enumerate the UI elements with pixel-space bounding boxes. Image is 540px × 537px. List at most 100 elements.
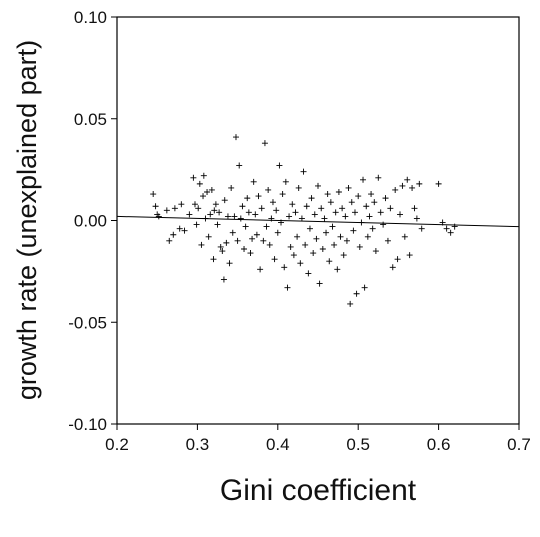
data-point — [266, 241, 273, 248]
data-point — [261, 140, 268, 147]
data-point — [392, 186, 399, 193]
data-point — [190, 174, 197, 181]
data-point — [406, 252, 413, 259]
data-point — [342, 213, 349, 220]
x-axis-title: Gini coefficient — [220, 474, 417, 507]
data-point — [274, 229, 281, 236]
x-tick-label: 0.4 — [266, 435, 290, 454]
data-point — [397, 211, 404, 218]
x-tick-label: 0.3 — [186, 435, 210, 454]
data-point — [313, 235, 320, 242]
data-point — [181, 227, 188, 234]
data-point — [232, 134, 239, 141]
data-point — [447, 229, 454, 236]
data-point — [358, 219, 365, 226]
data-point — [321, 215, 328, 222]
data-point — [253, 231, 260, 238]
data-point — [323, 229, 330, 236]
data-point — [282, 178, 289, 185]
data-point — [360, 176, 367, 183]
data-point — [345, 184, 352, 191]
data-point — [257, 266, 264, 273]
data-point — [216, 209, 223, 216]
data-point — [295, 184, 302, 191]
data-point — [356, 243, 363, 250]
data-point — [302, 241, 309, 248]
data-point — [355, 193, 362, 200]
data-point — [236, 162, 243, 169]
data-point — [284, 284, 291, 291]
data-point — [305, 270, 312, 277]
x-tick-label: 0.2 — [105, 435, 129, 454]
data-point — [163, 207, 170, 214]
data-point — [351, 209, 358, 216]
data-point — [329, 223, 336, 230]
data-point — [348, 199, 355, 206]
data-point — [451, 223, 458, 230]
data-point — [219, 248, 226, 255]
data-point — [207, 211, 214, 218]
data-point — [353, 290, 360, 297]
data-point — [176, 225, 183, 232]
data-point — [223, 239, 230, 246]
data-point — [366, 213, 373, 220]
data-point — [380, 221, 387, 228]
data-point — [200, 193, 207, 200]
data-point — [281, 264, 288, 271]
data-point — [205, 233, 212, 240]
data-point — [278, 219, 285, 226]
data-point — [195, 205, 202, 212]
data-point — [371, 199, 378, 206]
data-point — [289, 201, 296, 208]
y-tick-label: 0.05 — [74, 110, 107, 129]
data-point — [202, 215, 209, 222]
data-point — [178, 201, 185, 208]
data-point — [334, 266, 341, 273]
data-point — [294, 233, 301, 240]
data-point — [268, 215, 275, 222]
data-point — [297, 260, 304, 267]
data-point — [331, 241, 338, 248]
trend-line — [116, 215, 520, 228]
data-point — [361, 284, 368, 291]
data-point — [265, 186, 272, 193]
data-point — [204, 189, 211, 196]
data-point — [326, 258, 333, 265]
data-point — [166, 237, 173, 244]
data-point — [435, 180, 442, 187]
data-point — [252, 211, 259, 218]
data-point — [377, 209, 384, 216]
data-point — [276, 162, 283, 169]
data-point — [308, 195, 315, 202]
data-points — [150, 134, 458, 307]
data-point — [287, 243, 294, 250]
data-point — [364, 233, 371, 240]
data-point — [200, 172, 207, 179]
data-point — [210, 256, 217, 263]
data-point — [350, 227, 357, 234]
data-point — [394, 256, 401, 263]
data-point — [249, 235, 256, 242]
data-point — [363, 203, 370, 210]
data-point — [311, 211, 318, 218]
data-point — [335, 189, 342, 196]
data-point — [186, 211, 193, 218]
data-point — [231, 213, 238, 220]
data-point — [214, 221, 221, 228]
data-point — [303, 203, 310, 210]
data-point — [150, 191, 157, 198]
data-point — [337, 233, 344, 240]
data-point — [327, 199, 334, 206]
data-point — [306, 225, 313, 232]
data-point — [340, 252, 347, 259]
data-point — [439, 219, 446, 226]
y-tick-label: 0.00 — [74, 212, 107, 231]
data-point — [389, 264, 396, 271]
data-point — [245, 209, 252, 216]
x-axis-ticks: 0.2 0.3 0.4 0.5 0.6 0.7 — [105, 424, 531, 454]
x-tick-label: 0.6 — [427, 435, 451, 454]
plot-area — [116, 16, 520, 425]
data-point — [229, 229, 236, 236]
data-point — [324, 191, 331, 198]
data-point — [292, 209, 299, 216]
